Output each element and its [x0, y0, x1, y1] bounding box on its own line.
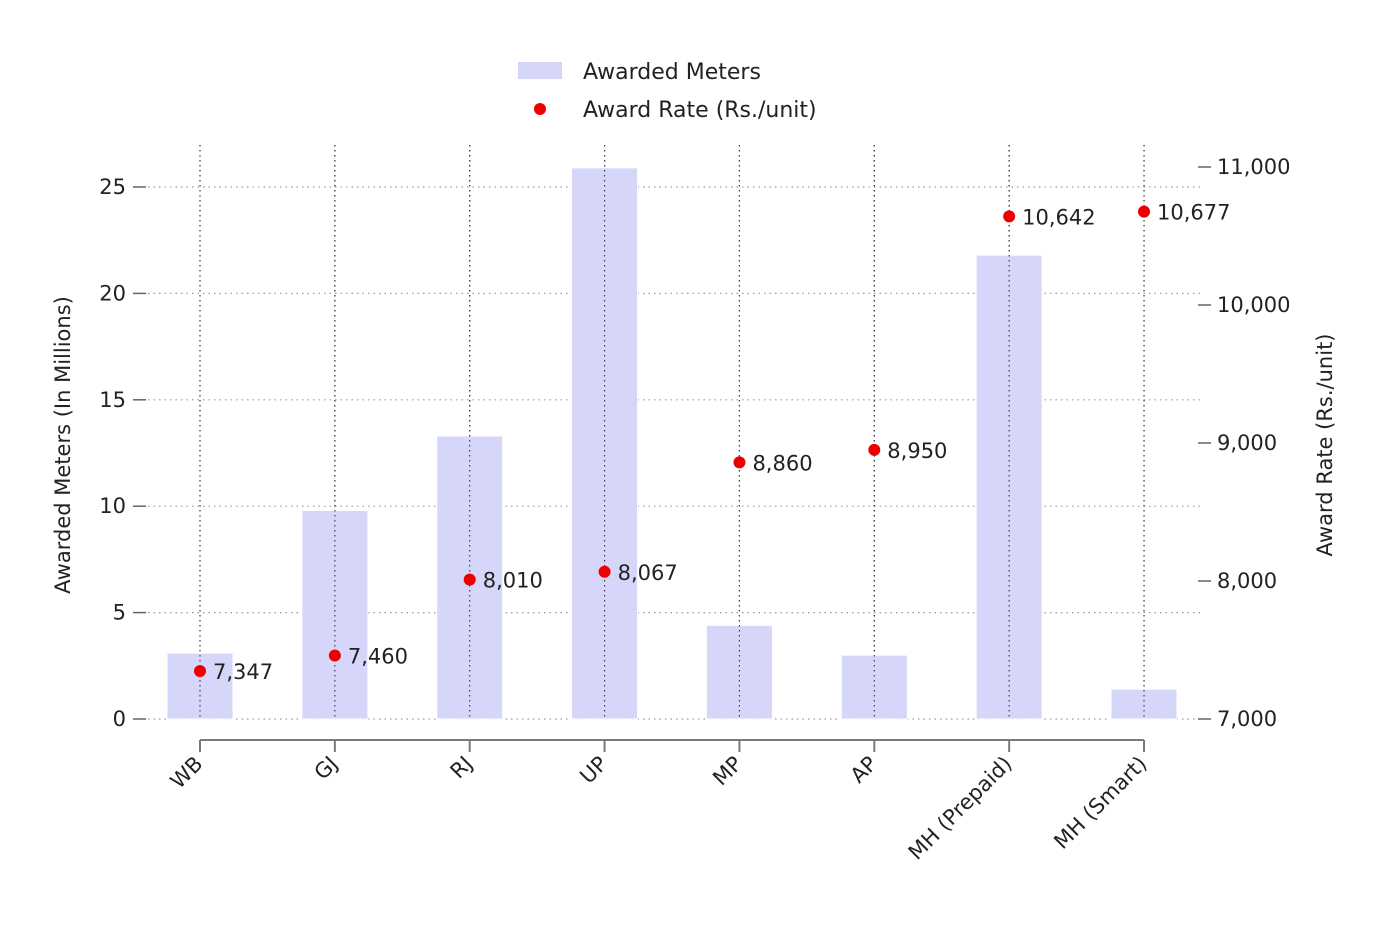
y-tick-label: 15 — [99, 388, 126, 412]
x-tick-label: MH (Prepaid) — [904, 752, 1017, 865]
rate-data-label: 8,067 — [618, 561, 678, 585]
legend-swatch-bar — [518, 62, 562, 79]
x-tick-label: RJ — [446, 752, 478, 784]
x-tick-label: WB — [166, 752, 208, 794]
y-tick-label: 10 — [99, 494, 126, 518]
bar — [840, 654, 908, 720]
y-axis-title: Awarded Meters (In Millions) — [51, 296, 75, 594]
y-tick-label: 0 — [113, 707, 126, 731]
legend: Awarded Meters Award Rate (Rs./unit) — [518, 60, 817, 123]
axis-layer: 0 5 10 15 20 25 7,000 8,000 9,000 10,000 11,000 WB G… — [99, 155, 1290, 865]
rate-data-label: 8,010 — [483, 569, 543, 593]
x-tick-label: AP — [846, 752, 882, 788]
bar-layer — [166, 145, 1178, 720]
bar — [301, 509, 369, 720]
y-tick-label: 20 — [99, 281, 126, 305]
x-tick-label: MP — [708, 752, 747, 791]
y-tick-label: 25 — [99, 175, 126, 199]
bar — [975, 254, 1043, 720]
rate-point — [1003, 210, 1016, 223]
x-tick-label: MH (Smart) — [1049, 752, 1151, 854]
x-tick-label: UP — [575, 752, 612, 789]
rate-data-label: 7,347 — [213, 660, 273, 684]
y2-tick-label: 9,000 — [1217, 431, 1277, 455]
y2-axis-title: Award Rate (Rs./unit) — [1313, 333, 1337, 556]
rate-data-label: 7,460 — [348, 645, 408, 669]
y2-tick-label: 8,000 — [1217, 569, 1277, 593]
rate-point — [463, 573, 476, 586]
rate-point — [1138, 205, 1151, 218]
y2-tick-label: 7,000 — [1217, 707, 1277, 731]
rate-data-label: 10,642 — [1022, 205, 1095, 229]
rate-data-label: 8,950 — [887, 439, 947, 463]
bar — [571, 167, 639, 720]
bar — [1110, 688, 1178, 720]
point-layer: 7,347 7,460 8,010 8,067 8,860 8,950 10,642 10,6… — [194, 201, 1231, 684]
legend-label-point: Award Rate (Rs./unit) — [583, 98, 817, 123]
rate-point — [194, 665, 206, 678]
x-tick-label: GJ — [310, 752, 343, 785]
y2-tick-label: 11,000 — [1217, 155, 1290, 179]
rate-data-label: 8,860 — [752, 451, 812, 475]
rate-point — [733, 456, 746, 469]
rate-point — [328, 649, 341, 662]
legend-swatch-point — [534, 103, 546, 115]
y-tick-label: 5 — [113, 601, 126, 625]
legend-label-bar: Awarded Meters — [583, 60, 761, 85]
bar — [705, 624, 773, 720]
rate-point — [868, 443, 881, 456]
rate-data-label: 10,677 — [1157, 201, 1230, 225]
rate-point — [598, 565, 611, 578]
y2-tick-label: 10,000 — [1217, 293, 1290, 317]
